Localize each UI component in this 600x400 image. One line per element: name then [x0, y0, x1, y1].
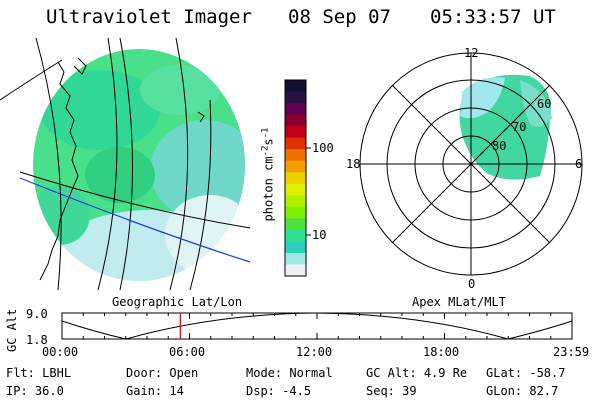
- status-ip: IP: 36.0: [6, 384, 64, 398]
- geographic-image: [0, 37, 251, 290]
- x-tick-0000: 00:00: [42, 345, 79, 359]
- colorbar-cell: [285, 160, 306, 173]
- status-gain: Gain: 14: [126, 384, 184, 398]
- colorbar-cell: [285, 114, 306, 127]
- mlt-label-0: 0: [468, 277, 476, 291]
- status-mode: Mode: Normal: [246, 366, 333, 380]
- altitude-ymax: 9.0: [26, 307, 48, 321]
- status-glon: GLon: 82.7: [486, 384, 559, 398]
- mlat-label-60: 60: [537, 97, 552, 111]
- colorbar-cell: [285, 126, 306, 139]
- colorbar-cell: [285, 149, 306, 162]
- x-tick-1200: 12:00: [296, 345, 333, 359]
- colorbar-cell: [285, 206, 306, 219]
- colorbar-cell: [285, 252, 306, 265]
- colorbar-cell: [285, 195, 306, 208]
- status-filter: Flt: LBHL: [6, 366, 72, 380]
- colorbar-cell: [285, 183, 306, 196]
- altitude-ylabel: GC Alt: [5, 308, 19, 352]
- mlt-label-6: 6: [575, 157, 583, 171]
- colorbar: [284, 79, 311, 277]
- colorbar-cell: [285, 264, 306, 277]
- x-tick-0600: 06:00: [169, 345, 206, 359]
- date-label: 08 Sep 07: [288, 6, 391, 28]
- x-tick-1800: 18:00: [423, 345, 460, 359]
- colorbar-cell: [285, 172, 306, 185]
- terminator-line: [19, 177, 251, 263]
- geographic-panel-label: Geographic Lat/Lon: [112, 295, 243, 309]
- mlat-label-70: 70: [512, 120, 527, 134]
- colorbar-cell: [285, 91, 306, 104]
- x-tick-2359: 23:59: [553, 345, 590, 359]
- mlt-label-12: 12: [464, 46, 479, 60]
- colorbar-cell: [285, 229, 306, 242]
- altitude-curve: [61, 312, 573, 340]
- colorbar-cell: [285, 218, 306, 231]
- colorbar-cell: [285, 137, 306, 150]
- colorbar-cell: [285, 241, 306, 254]
- time-label: 05:33:57 UT: [430, 6, 556, 28]
- colorbar-cell: [285, 103, 306, 116]
- instrument-title: Ultraviolet Imager: [46, 6, 252, 28]
- polar-plot: [359, 52, 583, 276]
- colorbar-label: photon cm-2s-1: [260, 127, 276, 222]
- mlt-label-18: 18: [346, 157, 361, 171]
- status-gc-alt: GC Alt: 4.9 Re: [366, 366, 468, 380]
- apex-panel-label: Apex MLat/MLT: [412, 295, 506, 309]
- colorbar-cell: [285, 80, 306, 93]
- coastline: [39, 61, 79, 281]
- mlat-label-80: 80: [492, 139, 507, 153]
- status-dsp: Dsp: -4.5: [246, 384, 312, 398]
- status-glat: GLat: -58.7: [486, 366, 566, 380]
- status-seq: Seq: 39: [366, 384, 417, 398]
- parallel: [19, 171, 251, 229]
- colorbar-tick-10: 10: [312, 228, 327, 242]
- altitude-plot: [61, 312, 573, 340]
- meridian: [189, 99, 212, 290]
- meridian: [169, 37, 189, 290]
- meridian: [35, 37, 62, 290]
- parallel: [0, 59, 63, 101]
- meridian: [119, 37, 133, 290]
- altitude-ymin: 1.8: [26, 333, 48, 347]
- colorbar-tick-100: 100: [312, 141, 334, 155]
- status-door: Door: Open: [126, 366, 199, 380]
- meridian: [97, 37, 118, 290]
